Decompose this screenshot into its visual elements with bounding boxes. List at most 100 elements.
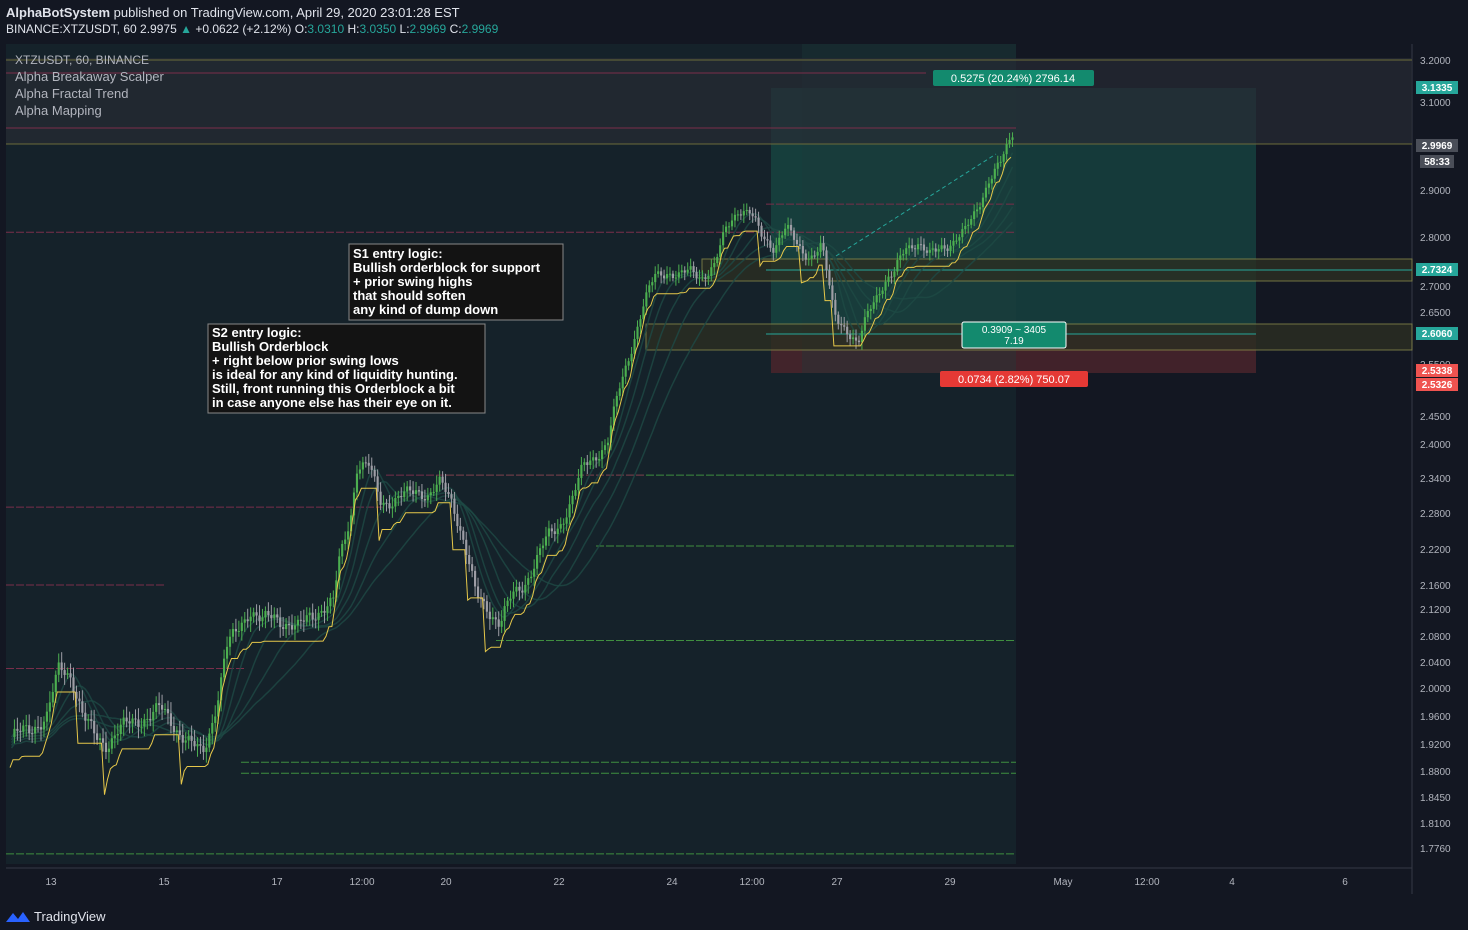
candle-body [639,319,642,327]
candle-body [792,230,796,240]
candle-body [119,724,122,735]
candle-body [804,253,807,260]
candle-body [172,725,175,732]
candle-body [961,229,964,238]
candle-body [565,517,568,524]
s1-annotation[interactable]: S1 entry logic: Bullish orderblock for s… [348,243,564,321]
candle-body [654,273,657,283]
stop-label[interactable]: 0.0734 (2.82%) 750.07 [940,371,1088,387]
candle-body [184,740,187,743]
candle-body [90,719,93,722]
candle-body [60,662,63,671]
candle-body [689,266,692,270]
time-axis[interactable]: 13 15 17 12:00 20 22 24 12:00 27 29 May 12:00 4 6 [45,877,1348,888]
candle-body [296,619,299,626]
ema-line [10,206,1014,746]
x-tick-label: 12:00 [349,877,374,888]
candle-body [140,726,143,728]
candle-body [987,183,990,188]
candle-body [107,748,110,753]
candle-body [169,713,173,726]
candle-body [13,728,16,737]
x-tick-label: 12:00 [739,877,764,888]
candle-body [978,207,982,210]
candle-body [190,735,193,741]
tradingview-brand[interactable]: TradingView [6,909,106,924]
x-tick-label: 6 [1342,877,1348,888]
candle-body [16,728,19,731]
candle-body [474,570,477,587]
candle-body [952,240,955,246]
candle-body [748,209,751,214]
price-axis[interactable]: 3.20003.10002.90002.80002.70002.65002.55… [1420,56,1451,855]
candle-body [78,698,81,702]
candle-body [925,250,928,253]
candle-body [1002,154,1005,162]
publisher-name[interactable]: AlphaBotSystem [6,5,111,20]
chart-header: AlphaBotSystem published on TradingView.… [0,0,1468,44]
target-zone[interactable] [771,144,1256,334]
legend-indicator-1[interactable]: Alpha Breakaway Scalper [15,69,165,84]
candle-body [831,285,834,300]
candle-body [949,245,952,251]
candle-body [220,677,223,701]
candle-body [81,701,84,713]
candle-body [414,490,418,494]
candle-body [713,263,716,268]
candle-body [710,267,713,277]
candle-body [444,482,447,492]
candle-body [908,245,911,249]
price-tag-last-bg [1416,139,1458,152]
candle-body [648,285,651,293]
candle-body [344,539,347,544]
price-tag-last: 2.9969 [1422,141,1453,152]
candle-body [196,744,199,747]
s1-line-2: Bullish orderblock for support [353,260,541,275]
candle-body [704,277,707,279]
y-tick-label: 1.8800 [1420,767,1451,778]
candle-body [663,275,666,279]
price-tag-target: 3.1335 [1422,83,1453,94]
s2-line-1: S2 entry logic: [212,325,302,340]
s2-annotation[interactable]: S2 entry logic: Bullish Orderblock + rig… [207,323,486,414]
price-chart[interactable]: XTZUSDT, 60, BINANCE Alpha Breakaway Sca… [6,44,1462,894]
candle-body [75,691,78,699]
candle-body [42,721,46,730]
symbol-ohlc-line: BINANCE:XTZUSDT, 60 2.9975 ▲ +0.0622 (+2… [6,22,498,36]
target-label[interactable]: 0.5275 (20.24%) 2796.14 [933,70,1094,86]
publish-info: AlphaBotSystem published on TradingView.… [6,5,460,20]
candle-body [716,256,719,264]
candle-body [686,269,689,273]
candle-body [914,248,917,250]
candle-body [816,251,819,256]
candle-body [618,388,621,396]
candle-body [471,564,474,571]
s2-line-5: Still, front running this Orderblock a b… [212,381,455,396]
candle-body [530,576,533,579]
candle-body [243,619,246,623]
candle-body [518,586,521,591]
candle-body [869,308,872,311]
x-tick-label: 12:00 [1134,877,1159,888]
legend-indicator-3[interactable]: Alpha Mapping [15,103,102,118]
candle-body [290,625,294,630]
resistance-band [6,58,1412,144]
candle-body [326,606,329,613]
candle-body [438,476,441,485]
candle-body [246,619,249,622]
candle-body [287,623,291,626]
candle-body [769,240,772,248]
candle-body [453,498,456,514]
candle-body [665,274,669,279]
price-tags: 3.1335 2.9969 58:33 2.7324 2.6060 2.5338… [1416,81,1458,391]
y-tick-label: 3.2000 [1420,56,1451,67]
legend-indicator-2[interactable]: Alpha Fractal Trend [15,86,128,101]
risk-reward-label[interactable]: 0.3909 ~ 3405 7.19 [961,321,1067,349]
candle-body [981,197,985,208]
candle-body [527,578,530,585]
chart-area[interactable]: XTZUSDT, 60, BINANCE Alpha Breakaway Sca… [6,44,1462,894]
candle-body [462,530,465,540]
s2-line-6: in case anyone else has their eye on it. [212,395,452,410]
candle-body [240,622,243,631]
candle-body [137,719,140,728]
